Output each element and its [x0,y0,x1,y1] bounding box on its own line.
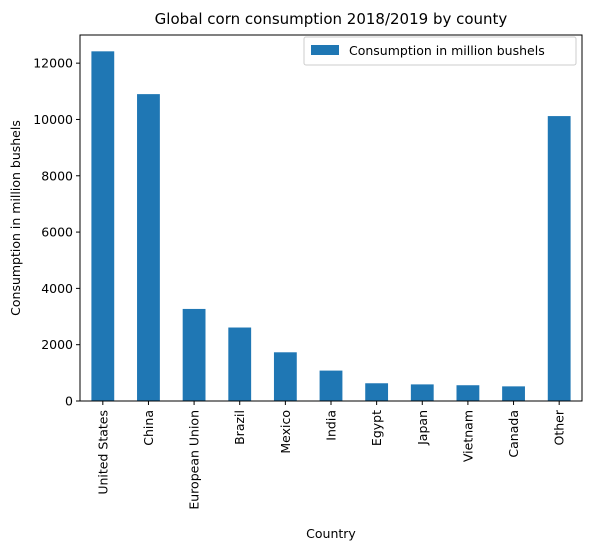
bar-egypt [365,383,389,401]
bar-india [319,370,343,401]
x-tick-label: Brazil [232,410,247,445]
x-axis: United States China European Union Brazil Me… [95,401,567,510]
y-axis: 0 2000 4000 6000 8000 10000 12000 [33,56,80,409]
x-tick-label: India [324,410,339,441]
bar-mexico [273,352,297,401]
bar-china [137,94,160,401]
bar-european-union [182,308,206,401]
legend-swatch [311,45,339,55]
x-tick-label: China [141,410,156,446]
x-tick-label: United States [95,410,110,495]
bar-brazil [228,327,252,401]
y-tick-label: 2000 [41,337,73,352]
legend-label: Consumption in million bushels [349,43,545,58]
y-tick-label: 4000 [41,281,73,296]
x-tick-label: Egypt [369,410,384,446]
x-tick-label: Other [552,409,567,445]
legend-frame [303,36,577,66]
y-tick-label: 0 [65,394,73,409]
x-tick-label: European Union [187,410,202,510]
y-axis-label: Consumption in million bushels [8,120,23,316]
x-tick-label: Vietnam [460,410,475,462]
x-tick-label: Canada [506,410,521,458]
bar-united-states [91,51,115,402]
bar-other [547,116,571,402]
y-tick-label: 8000 [41,168,73,183]
plot-area-background [80,35,582,401]
y-tick-label: 12000 [33,56,73,71]
y-tick-label: 10000 [33,112,73,127]
bar-canada [502,386,525,401]
chart-title: Global corn consumption 2018/2019 by cou… [155,10,508,28]
bar-japan [410,384,434,401]
y-tick-label: 6000 [41,225,73,240]
bar-vietnam [456,385,480,401]
legend: Consumption in million bushels [303,36,577,66]
x-tick-label: Mexico [278,410,293,454]
plot-area-frame [79,34,583,402]
bars-group [91,51,571,402]
x-tick-label: Japan [415,410,430,446]
x-axis-label: Country [306,526,356,541]
